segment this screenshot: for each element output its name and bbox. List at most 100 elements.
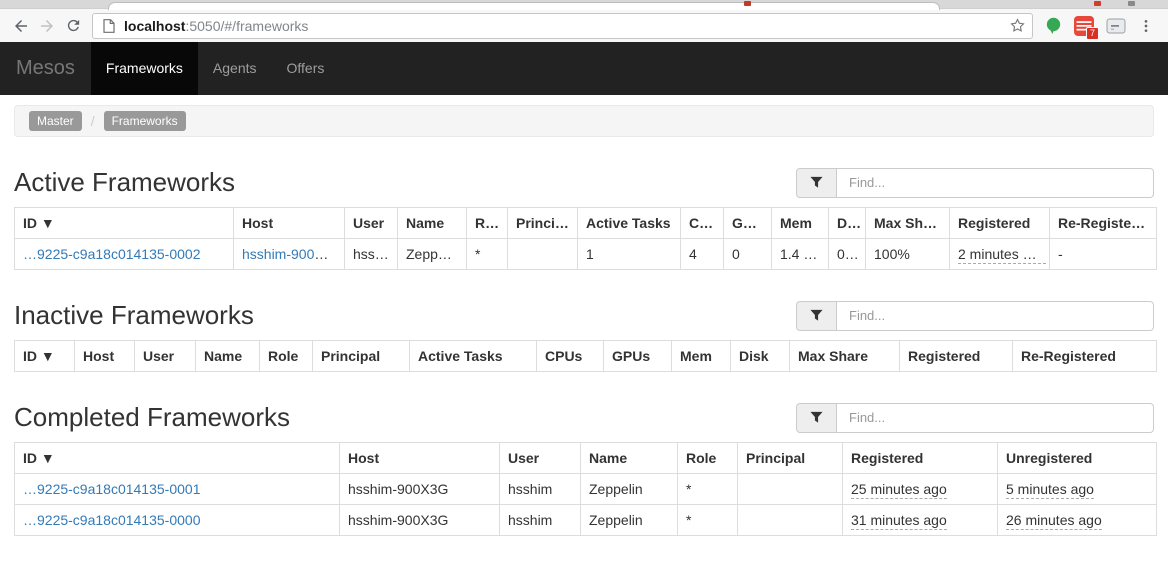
column-header[interactable]: Registered	[899, 340, 1013, 372]
column-header[interactable]: Name	[580, 442, 678, 474]
completed-frameworks-table: ID ▼ Host User Name Role Principal Registered U…	[14, 442, 1157, 536]
column-header[interactable]: Re-Registered	[1049, 207, 1157, 239]
column-header[interactable]: Re-Registered	[1012, 340, 1157, 372]
table-row: …9225-c9a18c014135-0001 hsshim-900X3G hssh…	[14, 473, 1157, 505]
column-header[interactable]: User	[134, 340, 196, 372]
table-cell: 4	[680, 238, 724, 270]
table-cell	[737, 504, 843, 536]
active-filter-input[interactable]	[837, 167, 1154, 198]
column-header[interactable]: Host	[74, 340, 135, 372]
table-row: …9225-c9a18c014135-0000 hsshim-900X3G hssh…	[14, 504, 1157, 536]
inactive-filter-group	[796, 300, 1154, 331]
completed-filter-input[interactable]	[837, 402, 1154, 433]
relative-timestamp: 5 minutes ago	[1006, 481, 1094, 499]
tab-agents[interactable]: Agents	[212, 60, 257, 76]
column-header[interactable]: ID ▼	[14, 207, 234, 239]
table-cell: *	[677, 473, 738, 505]
column-header[interactable]: Disk	[730, 340, 790, 372]
column-header[interactable]: Role	[466, 207, 508, 239]
inactive-frameworks-section: Inactive Frameworks ID ▼HostUserNameRole…	[14, 300, 1157, 372]
column-header[interactable]: Unregistered	[997, 442, 1157, 474]
table-cell: Zeppelin	[580, 504, 678, 536]
back-icon[interactable]	[8, 13, 34, 39]
address-bar[interactable]: localhost:5050/#/frameworks	[92, 12, 1033, 39]
column-header[interactable]: Disk	[828, 207, 866, 239]
filter-funnel-icon	[796, 300, 837, 331]
table-cell: 1.4 GB	[771, 238, 829, 270]
reload-icon[interactable]	[60, 13, 86, 39]
table-cell: hsshim	[499, 504, 581, 536]
filter-funnel-icon	[796, 402, 837, 433]
todoist-extension-icon[interactable]: 7	[1074, 15, 1099, 40]
column-header[interactable]: Principal	[507, 207, 578, 239]
browser-menu-icon[interactable]	[1138, 18, 1154, 34]
table-cell: Zeppelin	[397, 238, 467, 270]
column-header[interactable]: Registered	[949, 207, 1050, 239]
column-header[interactable]: Active Tasks	[577, 207, 681, 239]
green-pin-extension-icon[interactable]	[1045, 17, 1062, 35]
forward-icon[interactable]	[34, 13, 60, 39]
column-header[interactable]: ID ▼	[14, 442, 340, 474]
url-host: localhost	[124, 17, 186, 34]
inactive-frameworks-table: ID ▼ Host User Name Role Principal Active Task…	[14, 340, 1157, 372]
table-cell: 100%	[865, 238, 950, 270]
breadcrumb-master[interactable]: Master	[29, 111, 82, 131]
table-cell	[737, 473, 843, 505]
column-header[interactable]: Role	[677, 442, 738, 474]
table-cell: …9225-c9a18c014135-0001	[14, 473, 340, 505]
column-header[interactable]: Host	[233, 207, 345, 239]
column-header[interactable]: Role	[259, 340, 313, 372]
column-header[interactable]: CPUs	[536, 340, 604, 372]
column-header[interactable]: Registered	[842, 442, 998, 474]
browser-tab-sliver	[108, 2, 940, 10]
table-cell: Zeppelin	[580, 473, 678, 505]
column-header[interactable]: Principal	[737, 442, 843, 474]
brand-mesos[interactable]: Mesos	[16, 57, 75, 79]
column-header[interactable]: User	[499, 442, 581, 474]
active-frameworks-table: ID ▼ Host User Name Role Principal Active Task…	[14, 207, 1157, 270]
screen-extension-icon[interactable]	[1106, 17, 1126, 35]
column-header[interactable]: Host	[339, 442, 500, 474]
column-header[interactable]: Mem	[771, 207, 829, 239]
column-header[interactable]: Name	[195, 340, 260, 372]
column-header[interactable]: GPUs	[603, 340, 672, 372]
column-header[interactable]: Principal	[312, 340, 410, 372]
table-cell: …9225-c9a18c014135-0002	[14, 238, 234, 270]
cell-link[interactable]: …9225-c9a18c014135-0002	[23, 246, 201, 262]
column-header[interactable]: Max Share	[865, 207, 950, 239]
cell-link[interactable]: hsshim-900X3G	[242, 246, 343, 262]
tab-favicon-sliver	[1128, 1, 1135, 6]
cell-link[interactable]: …9225-c9a18c014135-0001	[23, 481, 201, 497]
column-header[interactable]: CPUs	[680, 207, 724, 239]
cell-link[interactable]: …9225-c9a18c014135-0000	[23, 512, 201, 528]
table-row: …9225-c9a18c014135-0002 hsshim-900X3G hssh…	[14, 238, 1157, 270]
table-cell: *	[677, 504, 738, 536]
column-header[interactable]: ID ▼	[14, 340, 75, 372]
table-cell: 1	[577, 238, 681, 270]
tab-favicon-sliver	[1094, 1, 1101, 6]
bookmark-star-icon[interactable]	[1009, 17, 1026, 34]
table-cell: 25 minutes ago	[842, 473, 998, 505]
table-cell: 0 B	[828, 238, 866, 270]
inactive-filter-input[interactable]	[837, 300, 1154, 331]
column-header[interactable]: Active Tasks	[409, 340, 537, 372]
url-text: localhost:5050/#/frameworks	[124, 18, 308, 34]
column-header[interactable]: GPUs	[723, 207, 772, 239]
column-header[interactable]: Max Share	[789, 340, 900, 372]
browser-toolbar: localhost:5050/#/frameworks 7	[0, 9, 1168, 42]
completed-frameworks-section: Completed Frameworks ID ▼HostUserNameRol…	[14, 402, 1157, 536]
column-header[interactable]: Name	[397, 207, 467, 239]
section-title-active: Active Frameworks	[14, 167, 236, 197]
relative-timestamp: 25 minutes ago	[851, 481, 947, 499]
tab-offers[interactable]: Offers	[286, 60, 325, 76]
column-header[interactable]: User	[344, 207, 398, 239]
table-cell: 5 minutes ago	[997, 473, 1157, 505]
table-cell: -	[1049, 238, 1157, 270]
breadcrumb-frameworks[interactable]: Frameworks	[103, 111, 186, 131]
table-cell: …9225-c9a18c014135-0000	[14, 504, 340, 536]
table-cell: hsshim	[344, 238, 398, 270]
table-cell: 0	[723, 238, 772, 270]
tab-frameworks[interactable]: Frameworks	[90, 42, 198, 95]
column-header[interactable]: Mem	[671, 340, 731, 372]
table-cell: hsshim-900X3G	[339, 504, 500, 536]
